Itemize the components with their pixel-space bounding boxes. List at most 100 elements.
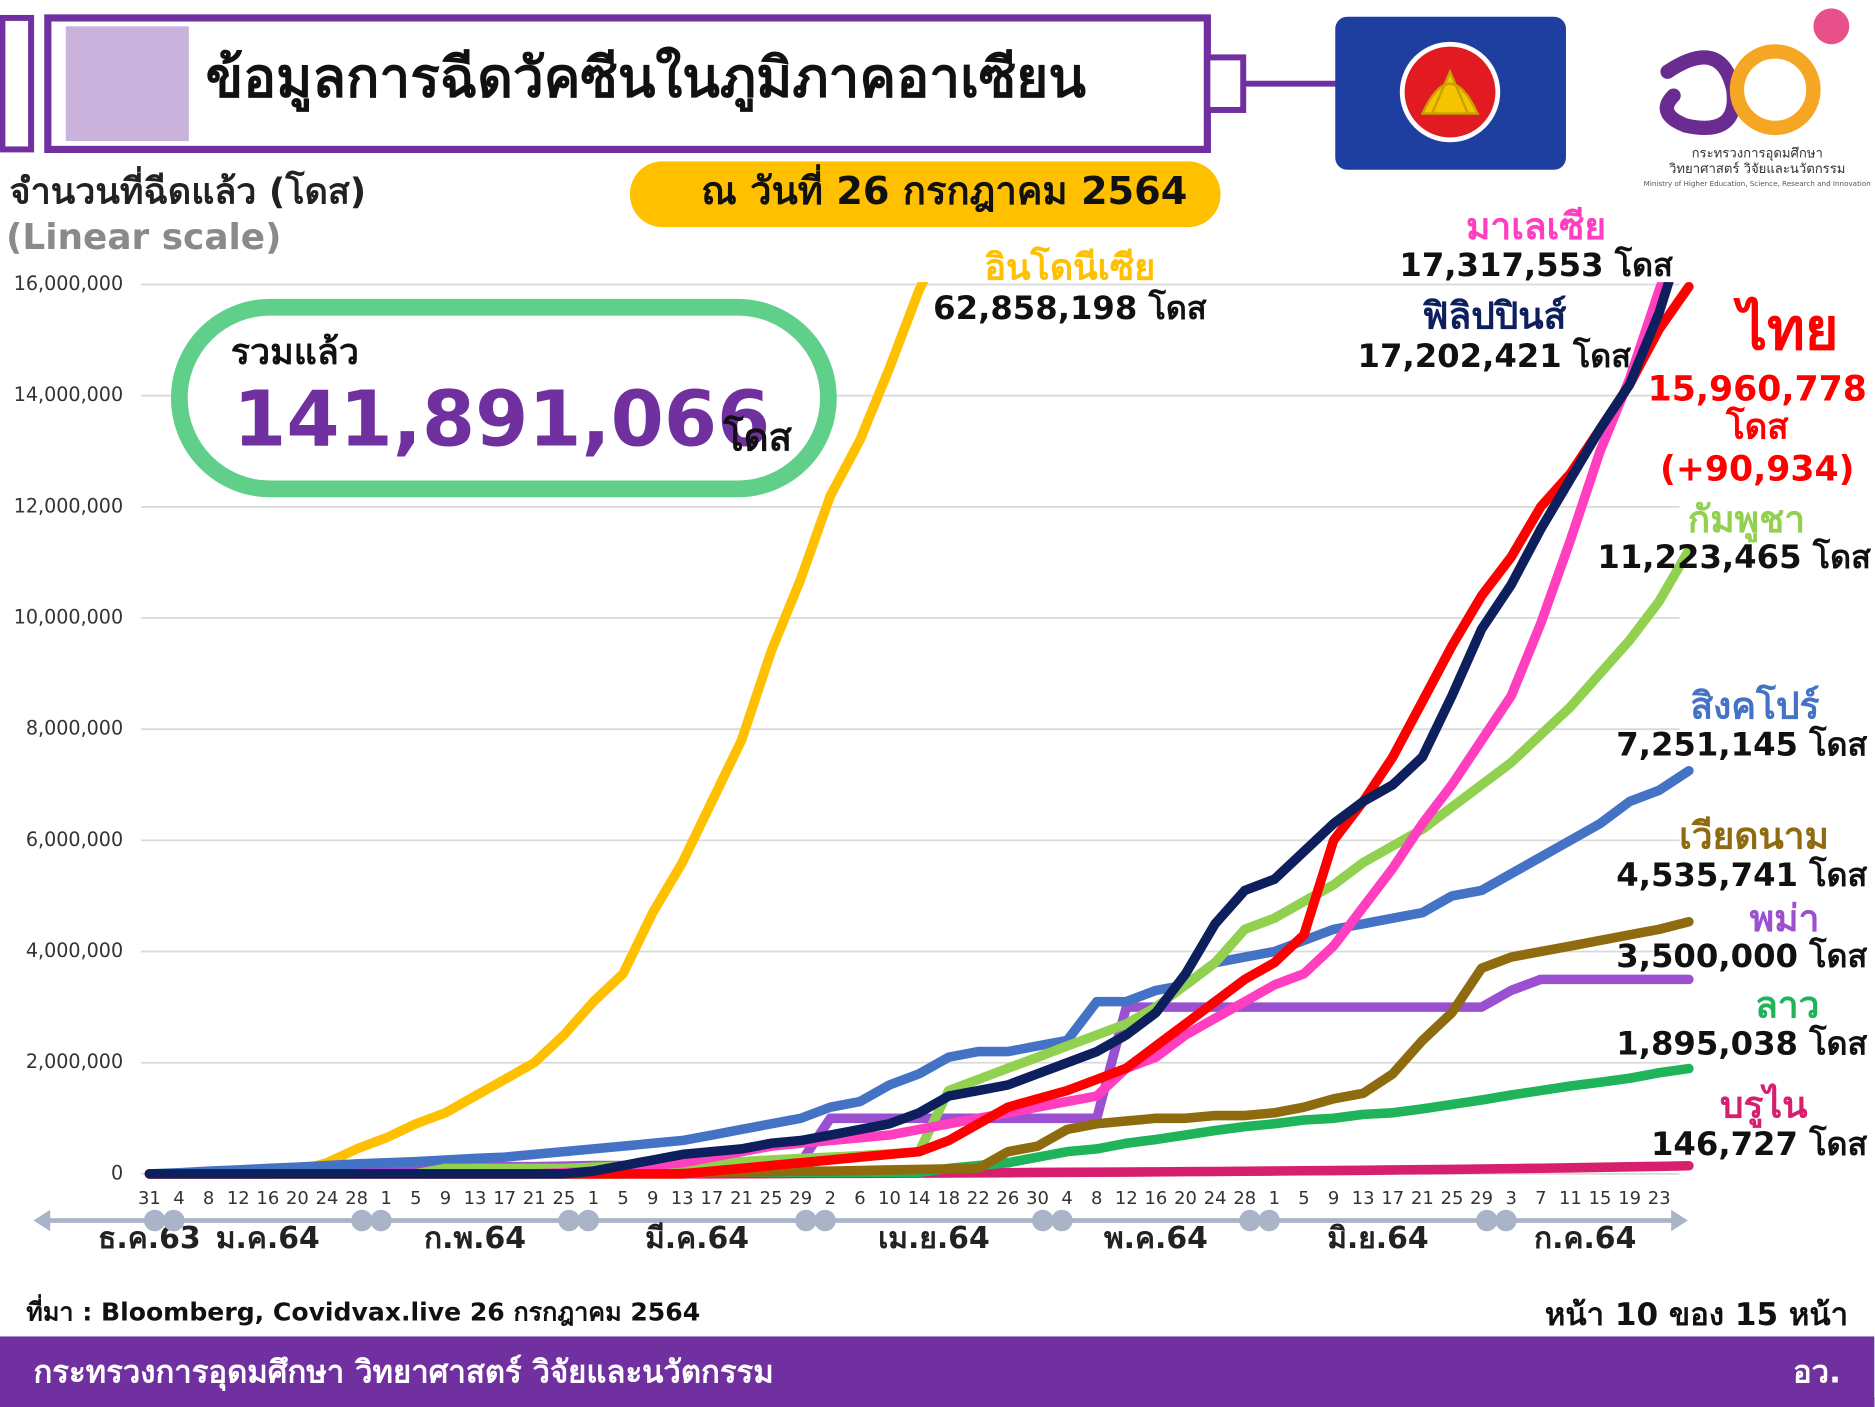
x-tick-label: 4 — [1061, 1188, 1072, 1209]
scale-note: (Linear scale) — [6, 217, 282, 258]
series-line — [144, 974, 1694, 1179]
data-label: 17,202,421 โดส — [1357, 338, 1631, 376]
logo-mark — [1659, 50, 1742, 136]
x-tick-label: 12 — [1115, 1188, 1138, 1209]
x-tick-label: 25 — [552, 1188, 575, 1209]
x-tick-label: 14 — [908, 1188, 931, 1209]
x-tick-label: 24 — [1204, 1188, 1227, 1209]
x-tick-label: 9 — [440, 1188, 451, 1209]
legend-label: พม่า — [1749, 897, 1820, 941]
x-tick-label: 21 — [730, 1188, 753, 1209]
total-unit: โดส — [722, 414, 792, 460]
flag-rice — [1420, 68, 1480, 115]
total-label: รวมแล้ว — [231, 332, 359, 373]
date-text: ณ วันที่ 26 กรกฎาคม 2564 — [701, 164, 1187, 214]
x-tick-label: 5 — [617, 1188, 628, 1209]
data-label: 15,960,778 โดส — [1647, 368, 1867, 447]
x-tick-label: 23 — [1648, 1188, 1671, 1209]
logo-text: Ministry of Higher Education, Science, R… — [1644, 179, 1871, 188]
month-divider — [795, 1209, 817, 1232]
page-number: หน้า 10 ของ 15 หน้า — [1545, 1297, 1848, 1333]
syringe-fill — [65, 26, 189, 142]
month-label: เม.ย.64 — [878, 1221, 990, 1256]
legend-label: ฟิลิปปินส์ — [1422, 295, 1567, 339]
data-label: 11,223,465 โดส — [1597, 539, 1871, 577]
logo-ring — [1729, 44, 1821, 136]
legend-label: เวียดนาม — [1679, 815, 1829, 859]
x-tick-label: 26 — [997, 1188, 1020, 1209]
x-tick-label: 21 — [523, 1188, 546, 1209]
x-tick-label: 20 — [1174, 1188, 1197, 1209]
x-tick-label: 6 — [854, 1188, 865, 1209]
month-divider — [163, 1209, 185, 1232]
y-tick-label: 16,000,000 — [14, 272, 123, 295]
month-divider — [558, 1209, 580, 1232]
y-tick-label: 8,000,000 — [26, 717, 123, 740]
data-label: 7,251,145 โดส — [1616, 726, 1868, 764]
y-tick-label: 2,000,000 — [26, 1050, 123, 1073]
x-tick-label: 17 — [1381, 1188, 1404, 1209]
x-tick-label: 3 — [1505, 1188, 1516, 1209]
month-divider — [1495, 1209, 1517, 1232]
total-box — [170, 298, 837, 498]
logo-atom — [1813, 8, 1850, 45]
legend-label: บรูไน — [1720, 1084, 1808, 1128]
x-tick-label: 5 — [410, 1188, 421, 1209]
x-tick-label: 25 — [1441, 1188, 1464, 1209]
x-tick-label: 8 — [1091, 1188, 1102, 1209]
footer-band — [0, 1336, 1875, 1407]
data-label: 146,727 โดส — [1650, 1126, 1868, 1164]
x-tick-label: 22 — [967, 1188, 990, 1209]
footer-ministry: กระทรวงการอุดมศึกษา วิทยาศาสตร์ วิจัยและ… — [33, 1355, 773, 1392]
x-tick-label: 11 — [1559, 1188, 1582, 1209]
y-tick-label: 12,000,000 — [14, 494, 123, 517]
x-tick-label: 24 — [316, 1188, 339, 1209]
legend-label: มาเลเซีย — [1466, 205, 1607, 249]
series-line — [144, 282, 929, 1179]
month-label: มิ.ย.64 — [1327, 1221, 1428, 1256]
total-value: 141,891,066 — [233, 375, 770, 464]
y-tick-label: 6,000,000 — [26, 828, 123, 851]
x-tick-label: 9 — [647, 1188, 658, 1209]
month-label: มี.ค.64 — [645, 1221, 749, 1256]
month-divider — [1476, 1209, 1498, 1232]
y-tick-label: 14,000,000 — [14, 383, 123, 406]
x-tick-label: 5 — [1298, 1188, 1309, 1209]
x-tick-label: 12 — [227, 1188, 250, 1209]
x-tick-label: 1 — [1269, 1188, 1280, 1209]
x-tick-label: 29 — [1470, 1188, 1493, 1209]
x-tick-label: 10 — [878, 1188, 901, 1209]
month-divider — [1239, 1209, 1261, 1232]
x-tick-label: 17 — [493, 1188, 516, 1209]
x-tick-label: 4 — [173, 1188, 184, 1209]
legend-label: สิงคโปร์ — [1690, 684, 1820, 728]
x-tick-label: 16 — [1145, 1188, 1168, 1209]
data-label: 4,535,741 โดส — [1616, 857, 1868, 895]
syringe-plunger — [0, 14, 35, 153]
syringe-tip — [1204, 54, 1247, 113]
month-divider — [1258, 1209, 1280, 1232]
syringe-body — [44, 14, 1211, 154]
x-tick-label: 1 — [588, 1188, 599, 1209]
legend-label: ไทย — [1738, 296, 1839, 364]
month-label: ก.พ.64 — [424, 1221, 526, 1256]
date-badge — [629, 161, 1221, 228]
x-tick-label: 8 — [203, 1188, 214, 1209]
x-axis-arrowhead — [1671, 1209, 1688, 1232]
data-label: 3,500,000 โดส — [1616, 938, 1868, 976]
change-label: (+90,934) — [1659, 448, 1855, 489]
month-label: ม.ค.64 — [216, 1221, 320, 1256]
x-tick-label: 7 — [1535, 1188, 1546, 1209]
x-tick-label: 1 — [381, 1188, 392, 1209]
y-tick-label: 0 — [111, 1161, 123, 1184]
x-tick-label: 13 — [1352, 1188, 1375, 1209]
month-divider — [143, 1209, 166, 1232]
footer-abbr: อว. — [1793, 1355, 1841, 1391]
x-tick-label: 17 — [700, 1188, 723, 1209]
x-tick-label: 18 — [937, 1188, 960, 1209]
month-label: พ.ค.64 — [1104, 1221, 1208, 1256]
x-tick-label: 29 — [789, 1188, 812, 1209]
x-tick-label: 9 — [1328, 1188, 1339, 1209]
